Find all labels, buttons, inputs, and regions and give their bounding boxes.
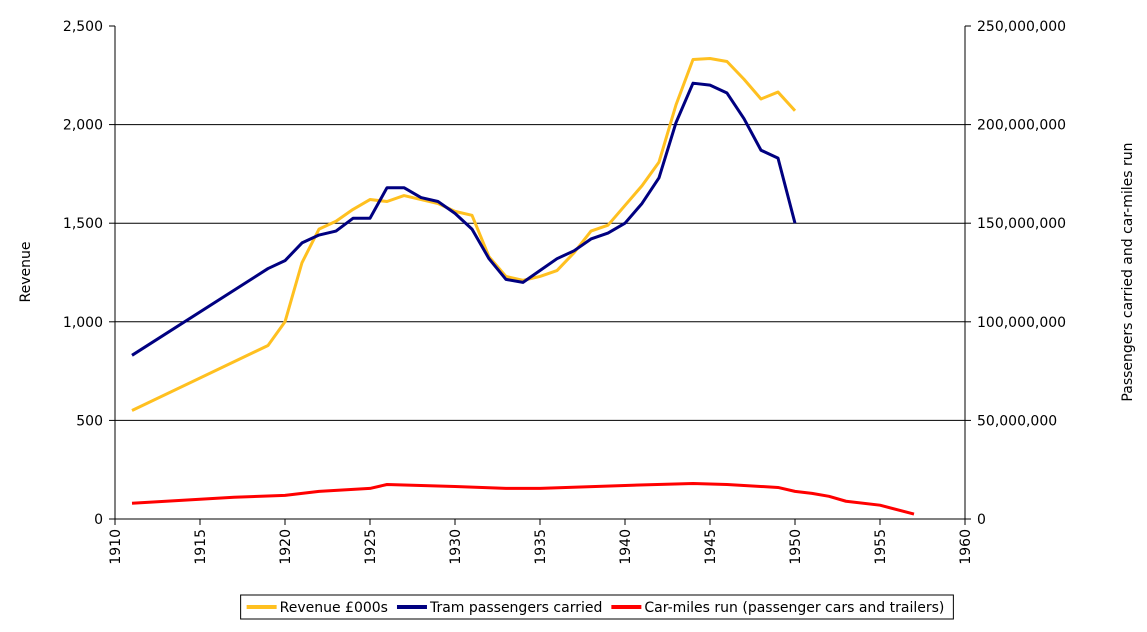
x-tick-label: 1930 xyxy=(448,529,464,565)
legend-label: Revenue £000s xyxy=(280,600,388,616)
y-tick-label: 0 xyxy=(94,512,103,528)
y2-tick-label: 200,000,000 xyxy=(977,118,1066,134)
x-tick-label: 1960 xyxy=(958,529,974,565)
y2-tick-label: 250,000,000 xyxy=(977,19,1066,35)
legend-label: Car-miles run (passenger cars and traile… xyxy=(644,600,944,616)
y2-axis-title: Passengers carried and car-miles run xyxy=(1120,142,1136,401)
y2-tick-label: 0 xyxy=(977,512,986,528)
y2-tick-label: 100,000,000 xyxy=(977,315,1066,331)
series-line xyxy=(131,57,797,412)
legend-box xyxy=(240,594,954,620)
y2-tick-label: 50,000,000 xyxy=(977,413,1057,429)
legend-label: Tram passengers carried xyxy=(429,600,602,616)
y-tick-label: 2,000 xyxy=(63,118,103,134)
series-line xyxy=(131,81,797,357)
y-tick-label: 2,500 xyxy=(63,19,103,35)
x-tick-label: 1940 xyxy=(618,529,634,565)
x-tick-label: 1920 xyxy=(278,529,294,565)
x-tick-label: 1915 xyxy=(193,529,209,565)
series-line xyxy=(131,482,915,516)
x-tick-label: 1910 xyxy=(108,529,124,565)
y-tick-label: 500 xyxy=(76,413,103,429)
y-axis-title: Revenue xyxy=(18,242,34,303)
x-tick-label: 1950 xyxy=(788,529,804,565)
x-tick-label: 1955 xyxy=(873,529,889,565)
x-tick-label: 1935 xyxy=(533,529,549,565)
y2-tick-label: 150,000,000 xyxy=(977,216,1066,232)
y-tick-label: 1,000 xyxy=(63,315,103,331)
x-tick-label: 1945 xyxy=(703,529,719,565)
y-tick-label: 1,500 xyxy=(63,216,103,232)
x-tick-label: 1925 xyxy=(363,529,379,565)
